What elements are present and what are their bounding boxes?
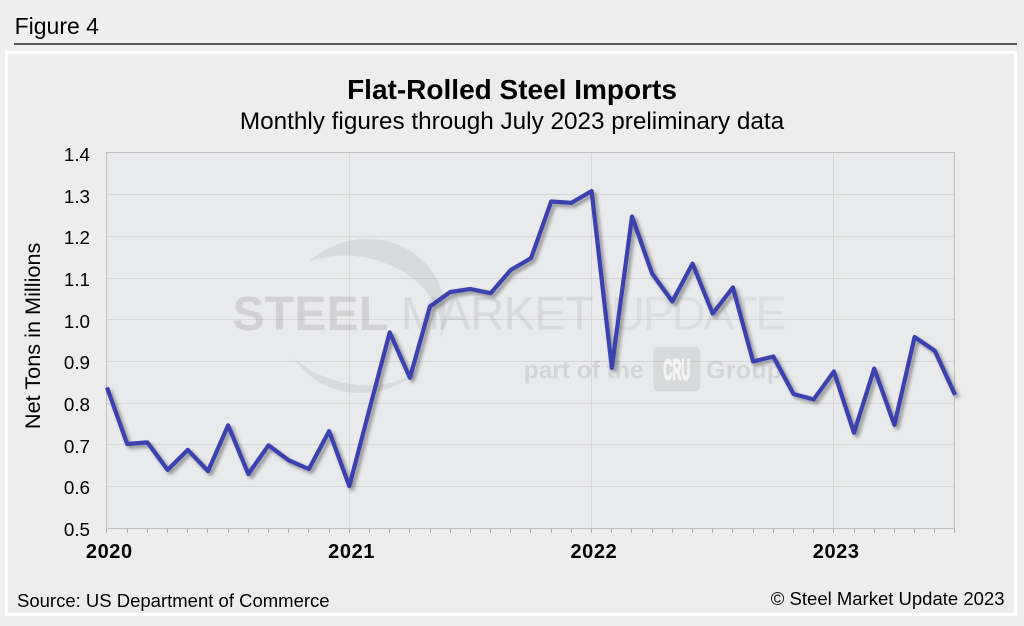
svg-text:STEEL: STEEL	[233, 288, 389, 341]
svg-text:UPDATE: UPDATE	[611, 286, 785, 339]
svg-text:part of the: part of the	[524, 357, 644, 385]
svg-text:CRU: CRU	[663, 353, 690, 386]
svg-text:Group: Group	[706, 357, 783, 385]
svg-text:MARKET: MARKET	[401, 287, 593, 340]
